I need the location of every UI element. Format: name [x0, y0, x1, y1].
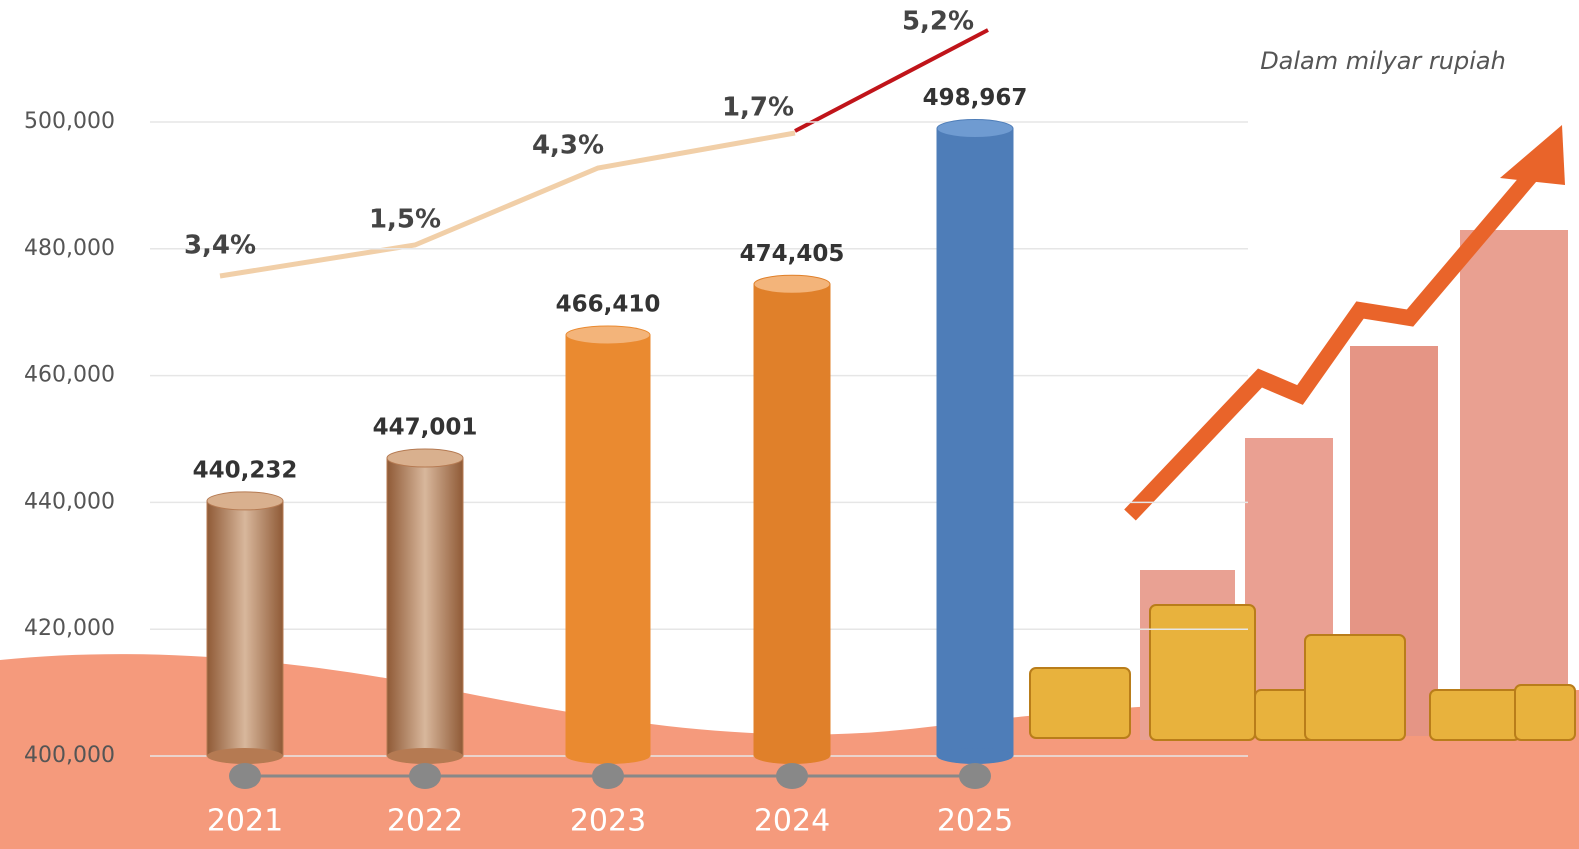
growth-line-highlight — [795, 30, 988, 131]
timeline-dot — [959, 763, 991, 789]
y-tick-label: 400,000 — [24, 743, 115, 768]
x-tick-label: 2021 — [207, 804, 283, 839]
growth-line — [220, 133, 795, 276]
growth-label: 5,2% — [902, 7, 974, 37]
timeline-dot — [776, 763, 808, 789]
bar-base — [754, 748, 830, 764]
bar-cap — [754, 275, 830, 293]
page: {"chart_data": {"type": "bar", "note": "… — [0, 0, 1579, 849]
timeline-dot — [229, 763, 261, 789]
y-tick-label: 420,000 — [24, 616, 115, 641]
timeline-dot — [592, 763, 624, 789]
x-tick-label: 2024 — [754, 804, 830, 839]
growth-label: 3,4% — [184, 231, 256, 261]
value-label: 466,410 — [556, 291, 661, 317]
value-label: 474,405 — [740, 241, 845, 267]
bar-cap — [566, 326, 650, 344]
illustration — [1030, 125, 1575, 740]
growth-label: 4,3% — [532, 131, 604, 161]
bar-base — [937, 748, 1013, 764]
value-label: 498,967 — [923, 85, 1028, 111]
bar-cap — [937, 120, 1013, 138]
y-tick-label: 480,000 — [24, 236, 115, 261]
x-tick-label: 2025 — [937, 804, 1013, 839]
bar — [566, 335, 650, 756]
y-tick-label: 460,000 — [24, 363, 115, 388]
bar-base — [207, 748, 283, 764]
bar — [387, 458, 463, 756]
growth-label: 1,5% — [369, 205, 441, 235]
x-tick-label: 2023 — [570, 804, 646, 839]
timeline-dot — [409, 763, 441, 789]
bar-base — [387, 748, 463, 764]
bar-base — [566, 748, 650, 764]
growth-label: 1,7% — [722, 93, 794, 123]
y-tick-label: 440,000 — [24, 489, 115, 514]
unit-note: Dalam milyar rupiah — [1260, 47, 1506, 75]
bar — [754, 284, 830, 756]
y-tick-label: 500,000 — [24, 109, 115, 134]
bar — [937, 129, 1013, 756]
bar-cap — [387, 449, 463, 467]
bar-cap — [207, 492, 283, 510]
x-tick-label: 2022 — [387, 804, 463, 839]
bar — [207, 501, 283, 756]
chart: Dalam milyar rupiah 400,000 420,000 440,00… — [0, 0, 1579, 849]
value-label: 447,001 — [373, 415, 478, 441]
value-label: 440,232 — [193, 457, 298, 483]
